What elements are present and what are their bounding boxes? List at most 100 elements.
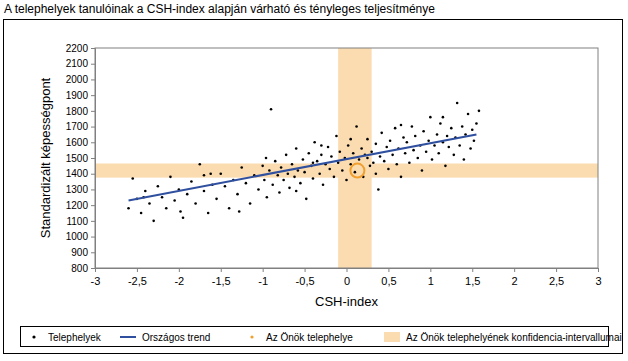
site-point xyxy=(375,143,378,146)
site-point xyxy=(458,144,461,147)
own-site-point xyxy=(350,164,364,178)
site-point xyxy=(295,190,298,193)
site-point xyxy=(433,144,436,147)
y-tick-label: 1800 xyxy=(66,106,89,117)
series-0 xyxy=(127,102,480,222)
x-tick-label: -1,5 xyxy=(212,275,231,287)
site-point xyxy=(316,160,319,163)
site-point xyxy=(461,125,464,128)
site-point xyxy=(425,150,428,153)
site-point xyxy=(282,179,285,182)
site-point xyxy=(429,116,432,119)
x-tick-label: -2 xyxy=(174,275,184,287)
y-tick-mark xyxy=(91,142,95,143)
y-tick-label: 1900 xyxy=(66,90,89,101)
site-point xyxy=(385,146,388,149)
site-point xyxy=(236,193,239,196)
y-tick: 2000 xyxy=(66,74,95,85)
x-tick-label: -1 xyxy=(258,275,268,287)
site-point xyxy=(372,161,375,164)
site-point xyxy=(330,155,333,158)
legend-swatch xyxy=(120,336,136,338)
y-tick-label: 1300 xyxy=(66,184,89,195)
site-point xyxy=(349,138,352,141)
chart: A telephelyek tanulóinak a CSH-index ala… xyxy=(0,0,628,361)
site-point xyxy=(257,188,260,191)
site-point xyxy=(402,136,405,139)
legend-label: Országos trend xyxy=(142,332,210,343)
site-point xyxy=(152,220,155,223)
legend-item: Telephelyek xyxy=(32,332,101,343)
site-point xyxy=(194,202,197,205)
x-tick-mark xyxy=(179,268,180,272)
y-tick: 1000 xyxy=(66,231,95,242)
legend-label: Az Önök telephelye xyxy=(266,332,353,343)
y-tick: 2200 xyxy=(66,43,95,54)
x-tick: -1,5 xyxy=(212,268,231,287)
x-tick-mark xyxy=(598,268,599,272)
site-point xyxy=(408,161,411,164)
site-point xyxy=(471,128,474,131)
x-axis: -3-2,5-2-1,5-1-0,500,511,522,53 xyxy=(91,268,602,287)
x-tick-mark xyxy=(137,268,138,272)
site-point xyxy=(414,135,417,138)
x-tick: 3 xyxy=(595,268,601,287)
site-point xyxy=(447,146,450,149)
site-point xyxy=(228,207,231,210)
y-tick-mark xyxy=(91,95,95,96)
site-point xyxy=(444,165,447,168)
y-tick-mark xyxy=(91,237,95,238)
site-point xyxy=(333,176,336,179)
site-point xyxy=(389,139,392,142)
y-tick-label: 2200 xyxy=(66,43,89,54)
site-point xyxy=(207,212,210,215)
x-tick: 1 xyxy=(428,268,434,287)
x-tick-label: 3 xyxy=(595,275,601,287)
site-point xyxy=(140,212,143,215)
site-point xyxy=(412,149,415,152)
site-point xyxy=(320,154,323,157)
site-point xyxy=(249,202,252,205)
legend-item: Az Önök telephelyének konfidencia-interv… xyxy=(384,332,622,343)
site-point xyxy=(358,158,361,161)
legend-item: Az Önök telephelye xyxy=(250,332,353,343)
x-tick: -2,5 xyxy=(128,268,147,287)
site-point xyxy=(328,168,331,171)
y-tick: 1400 xyxy=(66,168,95,179)
site-point xyxy=(173,199,176,202)
site-point xyxy=(318,172,321,175)
x-tick-label: -3 xyxy=(91,275,101,287)
plot-frame xyxy=(95,48,598,268)
site-point xyxy=(473,139,476,142)
site-point xyxy=(190,180,193,183)
site-point xyxy=(238,210,241,213)
site-point xyxy=(467,113,470,116)
site-point xyxy=(463,158,466,161)
site-point xyxy=(280,166,283,169)
site-point xyxy=(360,147,363,150)
trend-line xyxy=(129,134,477,200)
site-point xyxy=(446,135,449,138)
y-tick: 1100 xyxy=(66,216,95,227)
site-point xyxy=(450,127,453,130)
y-axis-line xyxy=(91,49,96,269)
site-point xyxy=(400,176,403,179)
x-tick: 1,5 xyxy=(465,268,480,287)
y-tick: 1200 xyxy=(66,200,95,211)
site-point xyxy=(369,165,372,168)
site-point xyxy=(320,144,323,147)
y-tick-label: 1400 xyxy=(66,168,89,179)
x-tick-label: 0,5 xyxy=(381,275,396,287)
site-point xyxy=(287,172,290,175)
site-point xyxy=(406,141,409,144)
site-point xyxy=(427,139,430,142)
x-axis-title: CSH-index xyxy=(315,294,378,309)
y-tick-mark xyxy=(91,111,95,112)
y-tick-mark xyxy=(91,48,95,49)
x-tick-label: 2,5 xyxy=(549,275,564,287)
site-point xyxy=(377,188,380,191)
legend-swatch xyxy=(250,335,253,338)
site-point xyxy=(274,160,277,163)
site-point xyxy=(302,158,305,161)
x-tick: -1 xyxy=(258,268,268,287)
